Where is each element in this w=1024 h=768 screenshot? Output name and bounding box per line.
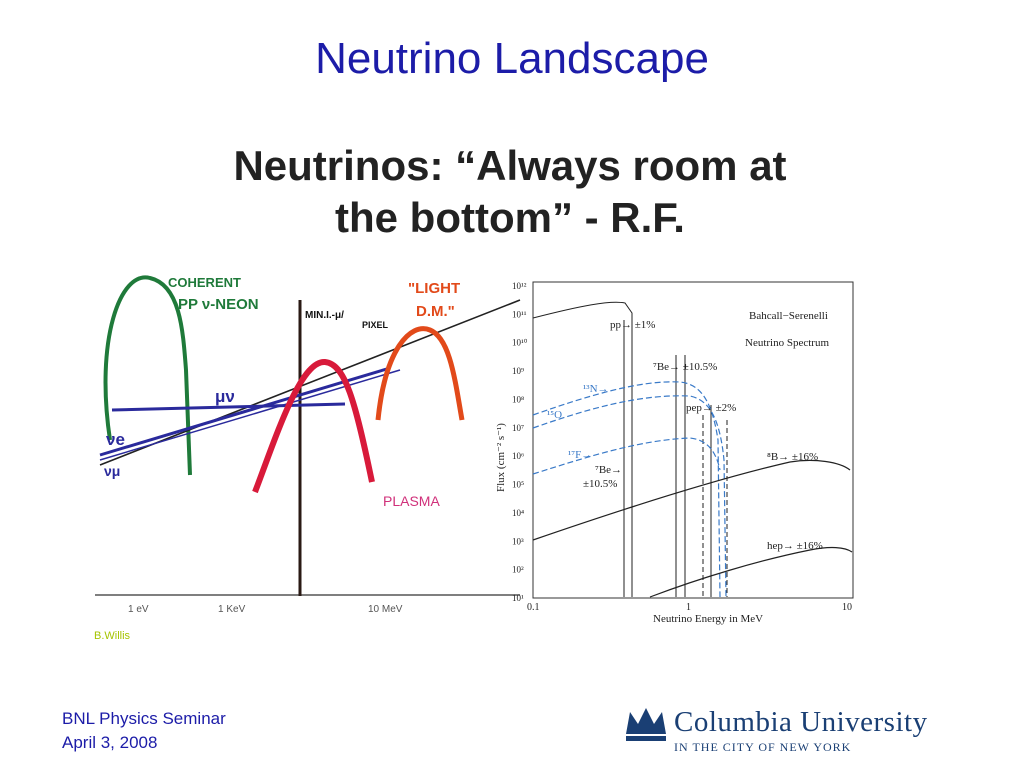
mu-horizontal-line [111, 402, 346, 412]
label-f17: ¹⁷F→ [568, 449, 592, 461]
y-tick-label: 10¹⁰ [512, 338, 528, 348]
axis-tick-1ev: 1 eV [128, 604, 149, 615]
black-flux-line [99, 299, 521, 466]
coherent-label-2: PP ν-NEON [178, 296, 259, 313]
coherent-label-1: COHERENT [168, 275, 241, 290]
y-tick-label: 10¹ [512, 593, 524, 603]
o15-curve [532, 395, 727, 598]
subtitle-line-1: Neutrinos: “Always room at [233, 142, 787, 189]
axis-tick-1kev: 1 KeV [218, 604, 246, 615]
mini-label-2: PIXEL [362, 320, 389, 330]
y-tick-label: 10² [512, 565, 524, 575]
y-tick-label: 10⁴ [512, 508, 524, 518]
hep-curve [649, 546, 853, 598]
y-tick-label: 10⁵ [512, 480, 524, 490]
x-tick-label: 0.1 [527, 602, 540, 613]
columbia-logo: Columbia University IN THE CITY OF NEW Y… [622, 702, 982, 758]
label-n13: ¹³N→ [583, 383, 609, 395]
slide-subtitle: Neutrinos: “Always room at the bottom” -… [200, 140, 820, 244]
axis-tick-10mev: 10 MeV [368, 604, 403, 615]
label-pp: pp→ ±1% [610, 319, 655, 331]
footer-seminar: BNL Physics Seminar April 3, 2008 [62, 707, 226, 755]
label-o15: ¹⁵O [547, 409, 562, 421]
y-tick-labels: 10¹² 10¹¹ 10¹⁰ 10⁹ 10⁸ 10⁷ 10⁶ 10⁵ 10⁴ 10³ 10² 10¹ [512, 281, 528, 603]
f17-curve [532, 437, 721, 475]
y-axis-label: Flux (cm⁻² s⁻¹) [495, 423, 507, 492]
credit-text: B.Willis [94, 630, 131, 642]
y-tick-label: 10⁹ [512, 366, 524, 376]
y-tick-label: 10⁶ [512, 451, 524, 461]
spectrum-title-1: Bahcall−Serenelli [749, 310, 828, 322]
logo-university-name: Columbia University [674, 706, 928, 738]
solar-spectrum-plot: 10¹²10¹¹10¹⁰10⁹10⁸10⁷10⁶10⁵10⁴10³10²10¹ … [495, 281, 854, 625]
y-tick-label: 10¹² [512, 281, 527, 291]
subtitle-line-2: the bottom” - R.F. [335, 194, 685, 241]
coherent-curve [103, 275, 192, 476]
light-dm-curve [375, 326, 465, 421]
mini-label-1: MIN.I.-μ/ [305, 310, 344, 321]
pp-curve [532, 301, 633, 597]
y-tick-label: 10³ [512, 536, 524, 546]
label-pep: pep→ ±2% [686, 402, 736, 414]
crown-icon [626, 708, 666, 741]
minimum-curve [252, 359, 375, 494]
y-tick-label: 10¹¹ [512, 309, 527, 319]
mu-label: μν [215, 387, 235, 406]
label-be7-high: ⁷Be→ ±10.5% [653, 361, 717, 373]
x-axis-label: Neutrino Energy in MeV [653, 613, 763, 625]
plasma-label: PLASMA [383, 493, 440, 509]
x-tick-label: 1 [686, 602, 691, 613]
label-be7-low-1: ⁷Be→ [595, 464, 622, 476]
y-tick-label: 10⁷ [512, 423, 524, 433]
label-b8: ⁸B→ ±16% [767, 451, 818, 463]
vmu-label: νμ [104, 463, 120, 479]
spectrum-title-2: Neutrino Spectrum [745, 337, 829, 349]
ve-label: νe [106, 430, 125, 449]
logo-city-text: IN THE CITY OF NEW YORK [674, 740, 852, 754]
light-dm-label-2: D.M." [416, 303, 455, 320]
light-dm-label-1: "LIGHT [408, 280, 460, 297]
slide-title: Neutrino Landscape [315, 34, 709, 83]
ve-line [99, 366, 391, 457]
x-tick-labels: 0.1 1 10 [527, 602, 852, 613]
label-hep: hep→ ±16% [767, 540, 823, 552]
y-tick-label: 10⁸ [512, 394, 524, 404]
hand-sketch: COHERENT PP ν-NEON MIN.I.-μ/ PIXEL "LIGH… [95, 275, 521, 615]
footer-line-2: April 3, 2008 [62, 733, 158, 752]
footer-line-1: BNL Physics Seminar [62, 709, 226, 728]
b8-curve [532, 459, 851, 541]
label-be7-low-2: ±10.5% [583, 478, 617, 490]
x-tick-label: 10 [842, 602, 852, 613]
plot-frame [532, 281, 854, 599]
